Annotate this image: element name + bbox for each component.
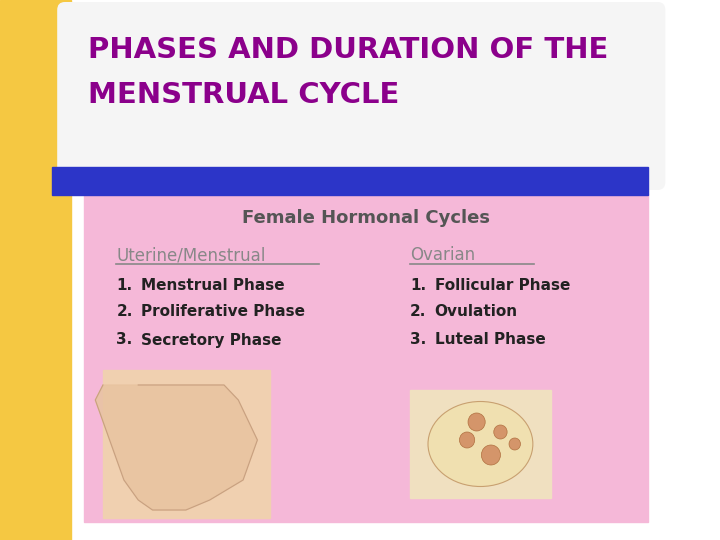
Text: Follicular Phase: Follicular Phase (435, 278, 570, 293)
Text: 2.: 2. (410, 305, 426, 320)
Text: 3.: 3. (410, 333, 426, 348)
Text: Luteal Phase: Luteal Phase (435, 333, 546, 348)
Bar (103, 370, 270, 518)
Text: Ovarian: Ovarian (410, 246, 475, 264)
Text: Proliferative Phase: Proliferative Phase (141, 305, 305, 320)
Text: Menstrual Phase: Menstrual Phase (141, 278, 284, 293)
Polygon shape (95, 385, 257, 510)
Circle shape (494, 425, 507, 439)
Bar (410, 390, 551, 498)
Text: PHASES AND DURATION OF THE: PHASES AND DURATION OF THE (88, 36, 608, 64)
Ellipse shape (428, 402, 533, 487)
Bar (53, 167, 648, 195)
Text: 1.: 1. (410, 278, 426, 293)
Circle shape (468, 413, 485, 431)
Text: Female Hormonal Cycles: Female Hormonal Cycles (242, 209, 490, 227)
Text: Uterine/Menstrual: Uterine/Menstrual (117, 246, 266, 264)
Text: Secretory Phase: Secretory Phase (141, 333, 282, 348)
FancyBboxPatch shape (57, 2, 665, 190)
Circle shape (482, 445, 500, 465)
Text: 1.: 1. (117, 278, 132, 293)
Text: MENSTRUAL CYCLE: MENSTRUAL CYCLE (88, 81, 399, 109)
Text: Ovulation: Ovulation (435, 305, 518, 320)
Text: 2.: 2. (117, 305, 132, 320)
Circle shape (459, 432, 474, 448)
Bar (84, 194, 648, 522)
Bar (0, 0, 71, 540)
Circle shape (509, 438, 521, 450)
Text: 3.: 3. (117, 333, 132, 348)
